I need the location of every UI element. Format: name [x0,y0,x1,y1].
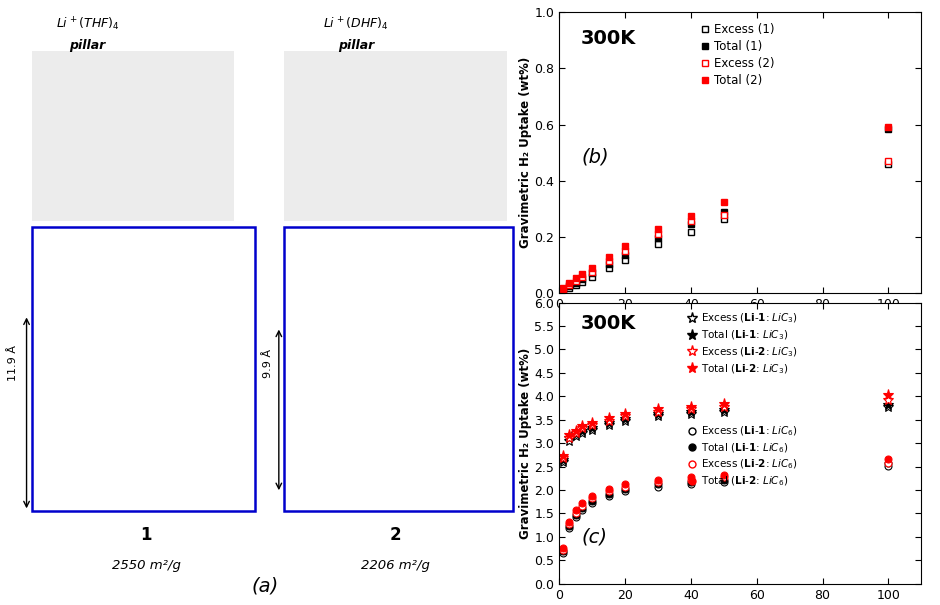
Bar [284,227,512,511]
Text: 1: 1 [140,526,151,544]
Text: pillar: pillar [337,39,374,52]
Y-axis label: Gravimetric H₂ Uptake (wt%): Gravimetric H₂ Uptake (wt%) [519,57,532,249]
X-axis label: Pressure (bar): Pressure (bar) [683,317,797,331]
Text: (c): (c) [581,528,607,546]
Text: 11.9 Å: 11.9 Å [8,345,18,381]
Text: $Li^+(DHF)_4$: $Li^+(DHF)_4$ [323,15,388,33]
Text: 2: 2 [390,526,401,544]
Text: 9.9 Å: 9.9 Å [263,348,274,378]
Legend: Excess ($\bf{Li}$-$\bf{1}$: $\mathit{LiC_6}$), Total ($\bf{Li}$-$\bf{1}$: $\math: Excess ($\bf{Li}$-$\bf{1}$: $\mathit{LiC… [684,420,802,492]
Legend: Excess (1), Total (1), Excess (2), Total (2): Excess (1), Total (1), Excess (2), Total… [696,18,779,92]
Bar [284,51,508,221]
Text: 2206 m²/g: 2206 m²/g [361,559,431,572]
Text: $Li^+(THF)_4$: $Li^+(THF)_4$ [55,15,119,33]
Text: (b): (b) [581,147,608,166]
Text: 300K: 300K [581,29,636,48]
Bar [32,227,255,511]
Y-axis label: Gravimetric H₂ Uptake (wt%): Gravimetric H₂ Uptake (wt%) [519,347,532,539]
Text: 300K: 300K [581,314,636,333]
Text: pillar: pillar [70,39,106,52]
Text: 2550 m²/g: 2550 m²/g [112,559,180,572]
Text: (a): (a) [252,577,279,596]
Bar [32,51,234,221]
